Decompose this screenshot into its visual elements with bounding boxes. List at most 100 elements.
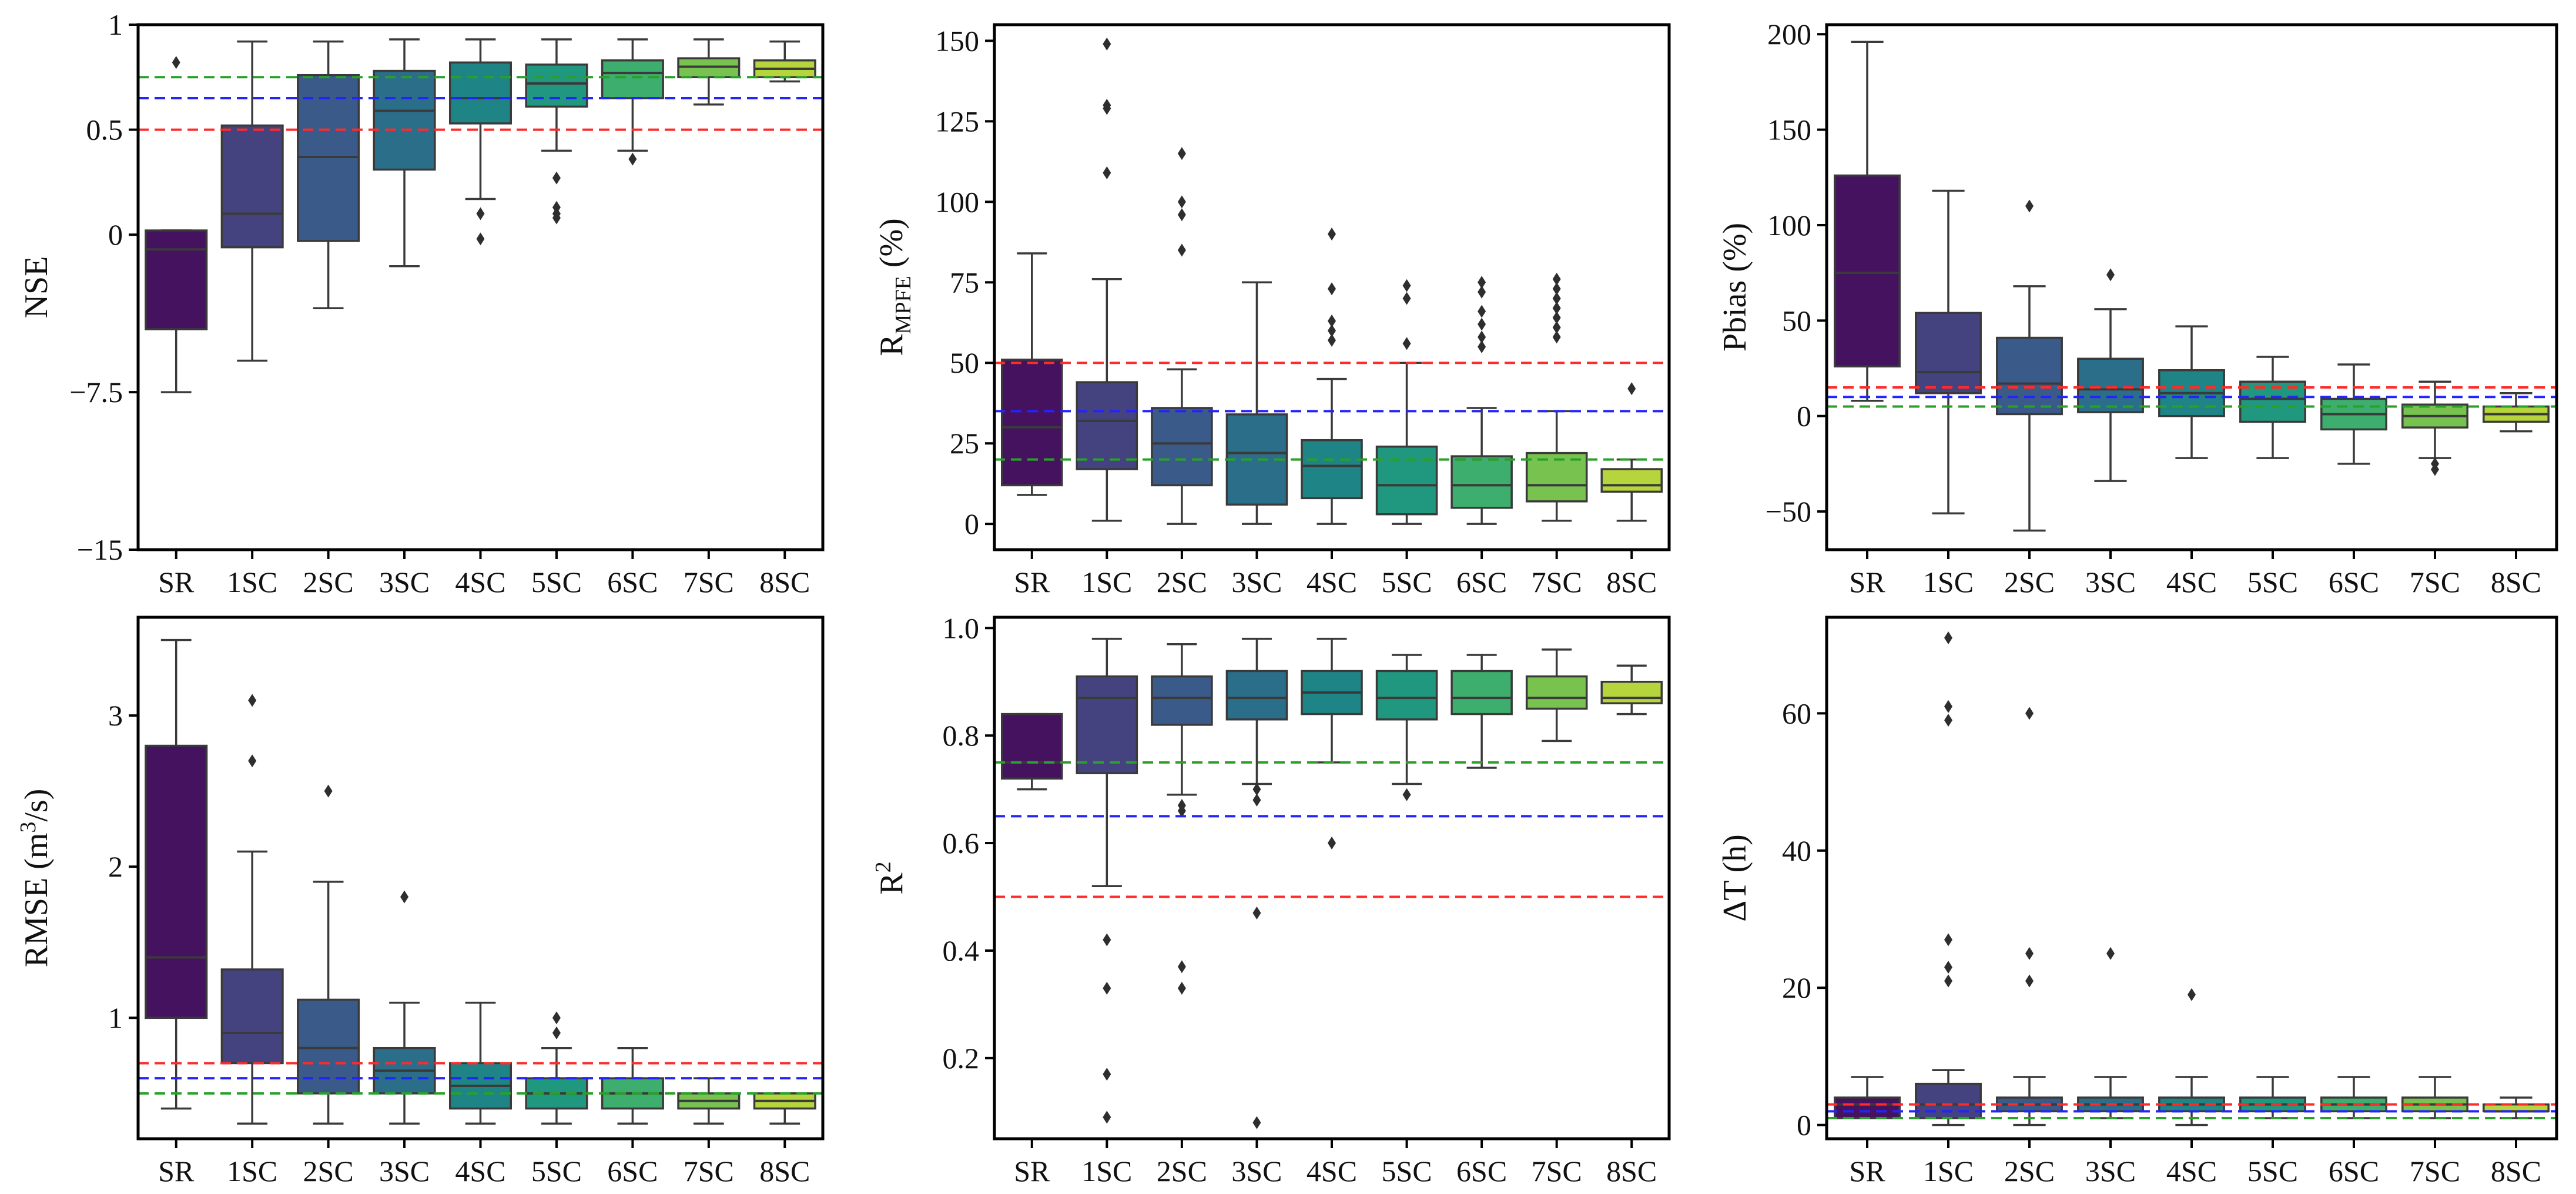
box-3SC xyxy=(373,890,436,1125)
x-tick-label: 5SC xyxy=(531,1155,582,1188)
iqr-box xyxy=(1834,1096,1901,1119)
box-SR xyxy=(1834,41,1901,402)
y-tick-label: 0.4 xyxy=(943,934,980,967)
x-tick-label: 5SC xyxy=(2247,566,2298,598)
x-tick-label: SR xyxy=(1014,566,1050,598)
iqr-box xyxy=(1996,336,2063,416)
x-tick-label: 4SC xyxy=(1307,1155,1357,1188)
iqr-box xyxy=(145,744,208,1019)
y-tick-label: −15 xyxy=(77,533,123,566)
plot-frame xyxy=(1825,616,2558,1141)
outlier-point xyxy=(1552,311,1561,325)
box-4SC xyxy=(1301,228,1363,525)
box-6SC xyxy=(2320,363,2387,465)
x-tick-label: 3SC xyxy=(379,1155,430,1188)
outlier-point xyxy=(1944,631,1952,645)
box-3SC xyxy=(2077,268,2144,482)
outlier-point xyxy=(1552,330,1561,344)
y-tick-label: 0.8 xyxy=(943,719,980,752)
outlier-point xyxy=(1552,292,1561,305)
iqr-box xyxy=(448,61,512,125)
x-tick-label: 7SC xyxy=(2410,1155,2460,1188)
outlier-point xyxy=(1944,933,1952,946)
outlier-point xyxy=(1177,981,1186,995)
x-tick-label: 5SC xyxy=(2247,1155,2298,1188)
outlier-point xyxy=(1944,961,1952,974)
chart-panel-6: 0 20 40 60 SR 1SC 2SC 3SC 4SC 5SC 6SC 7SC 8SC ΔT (h) xyxy=(1717,616,2558,1188)
box-1SC xyxy=(1076,37,1138,522)
y-tick-label: 0 xyxy=(1797,1109,1811,1142)
outlier-point xyxy=(1627,382,1636,396)
outlier-point xyxy=(1478,305,1486,318)
iqr-box xyxy=(601,59,664,99)
outlier-point xyxy=(1552,302,1561,315)
iqr-box xyxy=(1301,439,1363,500)
box-4SC xyxy=(448,38,512,246)
x-tick-label: 3SC xyxy=(379,566,430,598)
outlier-point xyxy=(476,207,485,220)
y-tick-label: 0.2 xyxy=(943,1042,980,1075)
outlier-point xyxy=(552,211,561,225)
x-tick-label: 2SC xyxy=(1157,566,1207,598)
outlier-point xyxy=(1103,37,1111,51)
outlier-point xyxy=(1328,324,1336,337)
box-2SC xyxy=(1151,147,1213,525)
box-8SC xyxy=(1600,382,1663,522)
outlier-point xyxy=(1478,285,1486,299)
box-6SC xyxy=(1451,276,1513,525)
outlier-point xyxy=(1328,333,1336,347)
outlier-point xyxy=(1177,960,1186,974)
x-tick-label: 2SC xyxy=(2004,1155,2055,1188)
iqr-box xyxy=(1834,174,1901,368)
x-tick-label: 5SC xyxy=(1381,566,1432,598)
x-tick-label: SR xyxy=(1014,1155,1050,1188)
y-tick-label: 200 xyxy=(1767,18,1811,51)
box-7SC xyxy=(1525,272,1588,522)
outlier-point xyxy=(1103,1068,1111,1081)
y-tick-label: 0 xyxy=(964,507,979,540)
y-tick-label: 1 xyxy=(108,1001,123,1034)
box-7SC xyxy=(2401,1076,2468,1119)
iqr-box xyxy=(2077,357,2144,413)
outlier-point xyxy=(1177,195,1186,209)
iqr-box xyxy=(1001,713,1063,780)
box-3SC xyxy=(1225,281,1288,525)
outlier-point xyxy=(1103,981,1111,995)
outlier-point xyxy=(1478,317,1486,331)
x-tick-label: 6SC xyxy=(607,566,658,598)
x-tick-label: 4SC xyxy=(455,1155,505,1188)
box-5SC xyxy=(1375,654,1438,801)
box-2SC xyxy=(1151,643,1213,995)
plot-frame xyxy=(993,23,1671,551)
outlier-point xyxy=(1328,837,1336,850)
x-tick-label: 2SC xyxy=(1157,1155,1207,1188)
y-tick-label: 0 xyxy=(1797,400,1811,433)
y-tick-label: −50 xyxy=(1766,495,1811,528)
outlier-point xyxy=(400,890,409,904)
box-SR xyxy=(145,638,208,1110)
y-tick-label: 125 xyxy=(935,105,979,138)
outlier-point xyxy=(1252,782,1261,796)
x-tick-label: 1SC xyxy=(1923,1155,1974,1188)
outlier-point xyxy=(248,694,257,707)
x-tick-label: 6SC xyxy=(2329,566,2379,598)
iqr-box xyxy=(1225,670,1288,721)
iqr-box xyxy=(1525,451,1588,503)
iqr-box xyxy=(1525,675,1588,710)
outlier-point xyxy=(2106,946,2115,960)
plot-frame xyxy=(136,23,825,551)
box-7SC xyxy=(2401,380,2468,476)
iqr-box xyxy=(1915,1082,1982,1119)
box-6SC xyxy=(1451,654,1513,769)
y-tick-label: 75 xyxy=(950,266,979,299)
x-tick-label: 6SC xyxy=(1456,1155,1507,1188)
x-tick-label: 8SC xyxy=(1606,1155,1657,1188)
y-tick-label: 150 xyxy=(1767,113,1811,146)
x-tick-label: 4SC xyxy=(2166,1155,2217,1188)
box-8SC xyxy=(2483,1096,2550,1119)
chart-panel-4: 1 2 3 SR 1SC 2SC 3SC 4SC 5SC 6SC 7SC 8SC RMSE (m3/s) xyxy=(16,616,825,1188)
outlier-point xyxy=(1103,1111,1111,1124)
x-tick-label: 1SC xyxy=(1081,1155,1132,1188)
x-tick-label: 1SC xyxy=(1081,566,1132,598)
